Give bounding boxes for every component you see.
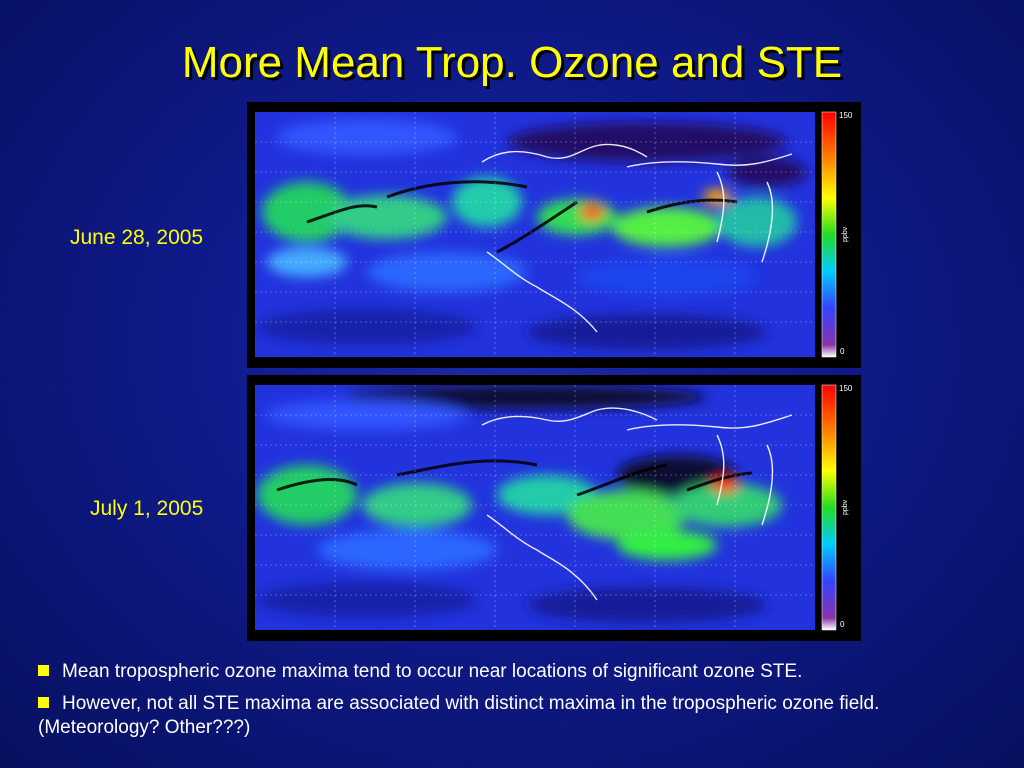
colorbar-unit-label: ppbv [842,226,849,242]
ozone-field [255,112,815,357]
slide-title: More Mean Trop. Ozone and STE [181,38,843,87]
ozone-map: 150 0 ppbv [255,384,853,631]
bullet-item: Mean tropospheric ozone maxima tend to o… [38,660,998,684]
colorbar-max-label: 150 [839,111,853,120]
bullet-list: Mean tropospheric ozone maxima tend to o… [38,660,998,748]
bullet-text: However, not all STE maxima are associat… [38,693,880,738]
colorbar-min-label: 0 [840,347,845,356]
panel-date-july: July 1, 2005 [90,497,204,520]
bullet-text: Mean tropospheric ozone maxima tend to o… [62,661,803,682]
bullet-item: However, not all STE maxima are associat… [38,692,998,740]
colorbar-unit-label: ppbv [842,499,849,515]
ozone-map-panel: 150 0 ppbv [247,375,861,641]
square-bullet-icon [38,665,49,676]
panel-date-june: June 28, 2005 [70,226,204,249]
color-bar [821,111,837,358]
color-bar [821,384,837,631]
colorbar-min-label: 0 [840,620,845,629]
colorbar-max-label: 150 [839,384,853,393]
ozone-map-panel: 150 0 ppbv [247,102,861,368]
square-bullet-icon [38,697,49,708]
ozone-field [255,385,815,630]
ozone-map: 150 0 ppbv [255,111,853,358]
